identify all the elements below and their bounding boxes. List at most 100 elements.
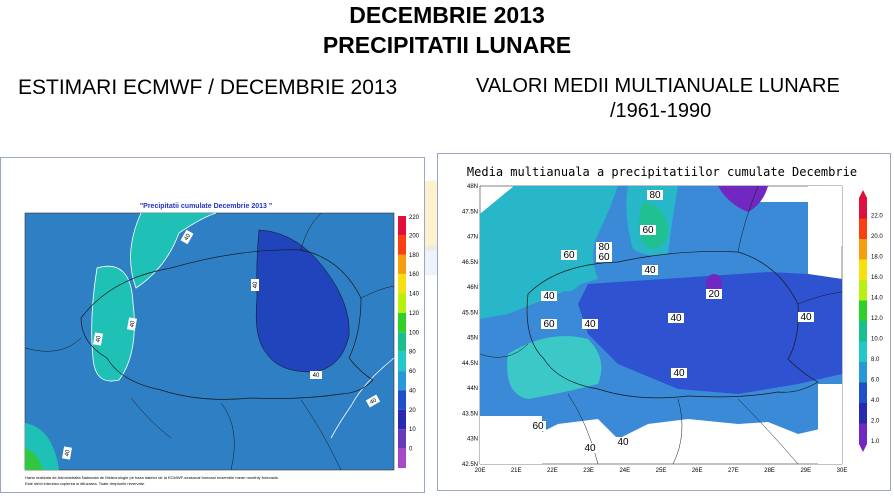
contour-label-box bbox=[671, 368, 687, 378]
longitude-label: 29E bbox=[800, 468, 811, 474]
legend-swatch bbox=[398, 390, 406, 410]
contour-label-box bbox=[640, 225, 656, 235]
longitude-label: 24E bbox=[619, 468, 630, 474]
legend-tick-label: 140 bbox=[409, 292, 420, 298]
precip-zone-80-southwest bbox=[25, 448, 43, 470]
latitude-label: 42.5N bbox=[462, 462, 478, 468]
legend-tick-label: 180 bbox=[409, 253, 420, 259]
legend-tick-label: 20 bbox=[409, 408, 416, 414]
legend-swatch bbox=[859, 382, 867, 403]
climatology-legend: 22.0 20.0 18.0 16.0 14.0 12.0 10.0 8.0 6.0 4.0 2.0… bbox=[859, 190, 883, 452]
legend-swatch bbox=[398, 409, 406, 430]
legend-tick-label: 14.0 bbox=[871, 296, 883, 302]
contour-label-box bbox=[706, 289, 722, 299]
legend-tick-label: 0 bbox=[409, 447, 413, 453]
climatology-map-title: Media multianuala a precipitatiilor cumu… bbox=[467, 165, 857, 179]
contour-label: 60 bbox=[563, 250, 575, 261]
legend-swatch bbox=[859, 321, 867, 342]
latitude-label: 43N bbox=[467, 437, 478, 443]
legend-swatch bbox=[398, 235, 406, 255]
contour-label-box bbox=[582, 443, 598, 453]
no-data-area bbox=[808, 186, 842, 246]
legend-swatch bbox=[398, 371, 406, 391]
contour-label: 40 bbox=[673, 368, 685, 379]
ecmwf-map-title: "Precipitatii cumulate Decembrie 2013 " bbox=[140, 203, 272, 210]
precip-zone-60-south bbox=[507, 336, 602, 399]
contour-label: 40 bbox=[184, 233, 193, 242]
contour-label: 40 bbox=[369, 397, 378, 406]
legend-tick-label: 80 bbox=[409, 350, 416, 356]
neighbor-borders bbox=[24, 212, 395, 471]
legend-swatch bbox=[859, 259, 867, 280]
legend-tick-label: 200 bbox=[409, 233, 420, 239]
legend-tick-label: 10 bbox=[409, 427, 416, 433]
legend-tick-label: 4.0 bbox=[871, 398, 880, 404]
contour-label: 60 bbox=[598, 252, 610, 263]
longitude-label: 20E bbox=[475, 468, 486, 474]
contour-label: 40 bbox=[253, 281, 259, 288]
ecmwf-forecast-map: "Precipitatii cumulate Decembrie 2013 " … bbox=[24, 203, 420, 486]
legend-swatch bbox=[398, 254, 406, 275]
latitude-label: 47N bbox=[467, 235, 478, 241]
longitude-label: 28E bbox=[764, 468, 775, 474]
legend-swatch bbox=[859, 423, 867, 444]
contour-line bbox=[330, 357, 395, 439]
contour-label: 40 bbox=[313, 373, 320, 379]
left-section-heading: ESTIMARI ECMWF / DECEMBRIE 2013 bbox=[18, 76, 398, 99]
latitude-label: 46N bbox=[467, 285, 478, 291]
legend-tick-label: 60 bbox=[409, 369, 416, 375]
contour-line bbox=[91, 265, 135, 382]
contour-label-box bbox=[642, 265, 658, 275]
contour-label: 40 bbox=[95, 335, 102, 343]
contour-label-box bbox=[561, 250, 577, 260]
ecmwf-footnote-line1: Harta realizata de Administratia Nationa… bbox=[25, 475, 279, 480]
legend-tick-label: 6.0 bbox=[871, 378, 880, 384]
legend-tick-label: 120 bbox=[409, 311, 420, 317]
legend-tick-label: 40 bbox=[409, 388, 416, 394]
legend-swatch bbox=[398, 293, 406, 313]
legend-arrow-top bbox=[859, 190, 867, 198]
ecmwf-footnote-line2: Este strict interzisa copierea si difuza… bbox=[25, 481, 145, 486]
latitude-label: 44.5N bbox=[462, 361, 478, 367]
contour-label-box bbox=[615, 437, 631, 447]
country-border bbox=[80, 249, 374, 400]
longitude-label: 25E bbox=[656, 468, 667, 474]
latitude-label: 45.5N bbox=[462, 310, 478, 316]
contour-label-box bbox=[798, 312, 814, 322]
longitude-label: 26E bbox=[692, 468, 703, 474]
legend-swatch bbox=[859, 300, 867, 321]
latitude-label: 46.5N bbox=[462, 260, 478, 266]
precip-zone-60-center bbox=[552, 249, 580, 292]
legend-swatch bbox=[398, 332, 406, 352]
contour-label-box bbox=[668, 313, 684, 323]
latitude-label: 45N bbox=[467, 336, 478, 342]
legend-swatch bbox=[859, 198, 867, 219]
longitude-label: 21E bbox=[511, 468, 522, 474]
legend-tick-label: 2.0 bbox=[871, 419, 880, 425]
contour-label: 40 bbox=[584, 443, 596, 454]
ecmwf-forecast-map-panel: "Precipitatii cumulate Decembrie 2013 " … bbox=[0, 157, 425, 493]
contour-label-box bbox=[582, 319, 598, 329]
contour-label: 40 bbox=[64, 449, 71, 457]
contour-label: 40 bbox=[617, 437, 629, 448]
contour-label: 40 bbox=[800, 312, 812, 323]
country-border bbox=[526, 251, 819, 399]
contour-line bbox=[130, 212, 217, 289]
contour-label: 40 bbox=[584, 319, 596, 330]
legend-swatch bbox=[398, 312, 406, 333]
legend-tick-label: 8.0 bbox=[871, 357, 880, 363]
page-title-line1: DECEMBRIE 2013 bbox=[349, 2, 545, 28]
precip-zone-60-north bbox=[25, 213, 216, 288]
precip-zone-60-west bbox=[91, 266, 135, 382]
legend-swatch bbox=[398, 216, 406, 236]
legend-tick-label: 20.0 bbox=[871, 234, 883, 240]
contour-label-box bbox=[541, 319, 557, 329]
contour-label: 20 bbox=[708, 289, 720, 300]
legend-tick-label: 220 bbox=[409, 215, 420, 221]
legend-tick-label: 1.0 bbox=[871, 439, 880, 445]
right-section-heading: VALORI MEDII MULTIANUALE LUNARE bbox=[476, 75, 840, 97]
longitude-label: 27E bbox=[728, 468, 739, 474]
legend-swatch bbox=[859, 341, 867, 362]
contour-label-box bbox=[530, 421, 546, 431]
